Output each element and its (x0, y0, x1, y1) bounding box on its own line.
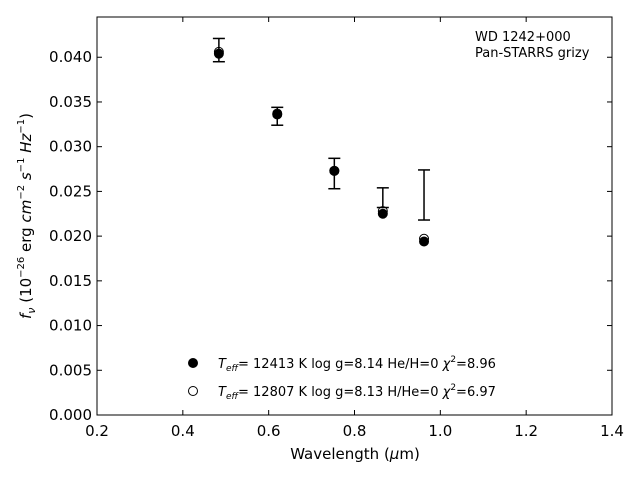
x-tick-label: 1.4 (600, 422, 624, 440)
plot-frame (96, 16, 613, 416)
model-point-open (419, 233, 430, 244)
x-tick-label: 0.6 (257, 422, 281, 440)
error-bar (376, 187, 389, 209)
model-point-filled (377, 208, 388, 219)
annotation-line-1: WD 1242+000 (475, 30, 571, 45)
legend-1-comp: He/H=0 (387, 357, 438, 372)
y-tick-label: 0.020 (49, 227, 92, 245)
legend-1-chi: =8.96 (456, 357, 496, 372)
y-tick-label: 0.025 (49, 182, 92, 200)
error-bar (418, 169, 431, 221)
legend-marker-filled (188, 358, 198, 368)
model-point-open (329, 165, 340, 176)
y-tick-label: 0.030 (49, 138, 92, 156)
legend: Teff= 12413 K log g=8.14 He/H=0 χ2=8.96 … (188, 355, 496, 402)
legend-entry-2: Teff= 12807 K log g=8.13 H/He=0 χ2=6.97 (218, 383, 496, 402)
legend-marker-open (188, 386, 198, 396)
annotation-line-2: Pan-STARRS grizy (475, 46, 590, 61)
legend-2-comp: H/He=0 (387, 385, 438, 400)
model-point-filled (419, 236, 430, 247)
y-axis-label: fν (10−26 erg cm−2 s−1 Hz−1) (16, 113, 38, 319)
legend-1-teff: = 12413 K (238, 357, 308, 372)
y-tick-label: 0.035 (49, 93, 92, 111)
x-tick-label: 0.2 (85, 422, 109, 440)
y-tick-label: 0.040 (49, 48, 92, 66)
x-tick-label: 1.2 (514, 422, 538, 440)
legend-2-chi: =6.97 (456, 385, 496, 400)
legend-2-logg: log g=8.13 (311, 385, 383, 400)
model-point-open (377, 206, 388, 217)
legend-entry-1: Teff= 12413 K log g=8.14 He/H=0 χ2=8.96 (218, 355, 496, 374)
legend-2-teff: = 12807 K (238, 385, 308, 400)
y-tick-label: 0.010 (49, 317, 92, 335)
ticks-layer: 0.2 0.4 0.6 0.8 1.0 1.2 1.4 0.000 0.005 0.010 0.01… (49, 17, 624, 440)
y-tick-label: 0.000 (49, 406, 92, 424)
x-tick-label: 0.8 (343, 422, 367, 440)
x-axis-label: Wavelength (μm) (290, 445, 420, 463)
model-point-open (272, 108, 283, 119)
x-tick-label: 0.4 (171, 422, 195, 440)
legend-1-logg: log g=8.14 (311, 357, 383, 372)
model-point-open (213, 46, 224, 57)
y-tick-label: 0.015 (49, 272, 92, 290)
x-tick-label: 1.0 (428, 422, 452, 440)
y-tick-label: 0.005 (49, 361, 92, 379)
plot-layer (212, 37, 431, 247)
